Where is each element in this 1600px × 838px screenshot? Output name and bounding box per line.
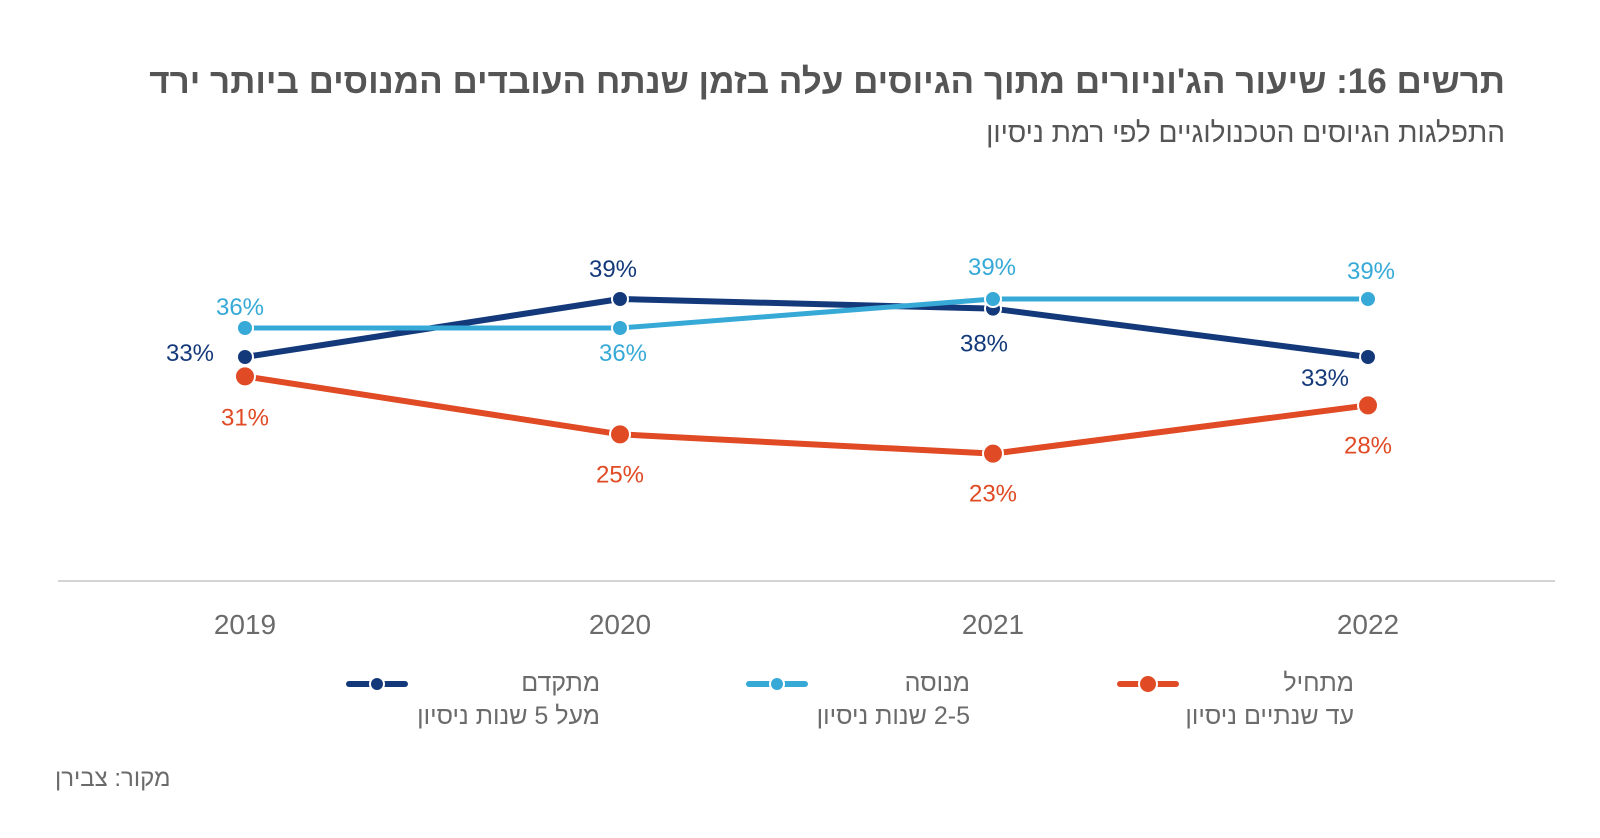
data-label-beginner: 25%	[596, 461, 644, 488]
legend-desc-beginner: עד שנתיים ניסיון	[1185, 702, 1354, 730]
data-point-experienced	[611, 319, 629, 337]
data-label-experienced: 39%	[968, 254, 1016, 281]
data-point-beginner	[982, 442, 1004, 465]
data-label-experienced: 36%	[599, 340, 647, 367]
data-point-advanced	[1359, 348, 1377, 366]
source-note: מקור: צבירן	[55, 765, 171, 792]
data-label-experienced: 36%	[216, 294, 264, 321]
legend-swatch-dot-experienced	[769, 676, 785, 692]
data-label-beginner: 31%	[221, 404, 269, 431]
legend-swatch-dot-advanced	[369, 676, 385, 692]
data-label-advanced: 39%	[589, 256, 637, 283]
data-label-advanced: 38%	[960, 331, 1008, 358]
x-tick-label: 2020	[589, 609, 651, 640]
legend-item-advanced: מתקדם מעל 5 שנות ניסיון	[417, 667, 600, 733]
data-point-beginner	[234, 365, 256, 388]
series-line-experienced	[242, 296, 1371, 331]
data-point-advanced	[611, 290, 629, 308]
legend-desc-experienced: 2-5 שנות ניסיון	[816, 702, 970, 730]
data-point-experienced	[984, 290, 1002, 308]
data-label-advanced: 33%	[166, 340, 214, 367]
legend-label-experienced: מנוסה	[904, 669, 970, 697]
chart-subtitle: התפלגות הגיוסים הטכנולוגיים לפי רמת ניסי…	[986, 117, 1505, 148]
data-label-experienced: 39%	[1347, 258, 1395, 285]
legend-swatch-dot-beginner	[1138, 674, 1158, 694]
series-line-beginner	[242, 373, 1371, 457]
data-label-beginner: 23%	[969, 481, 1017, 508]
data-label-beginner: 28%	[1344, 432, 1392, 459]
data-point-experienced	[1359, 290, 1377, 308]
chart-title: תרשים 16: שיעור הג'וניורים מתוך הגיוסים …	[149, 62, 1505, 101]
data-point-advanced	[236, 348, 254, 366]
x-tick-label: 2021	[962, 609, 1024, 640]
data-point-experienced	[236, 319, 254, 337]
legend-label-advanced: מתקדם	[521, 669, 600, 697]
data-point-beginner	[609, 423, 631, 446]
legend-label-beginner: מתחיל	[1283, 669, 1354, 697]
data-label-advanced: 33%	[1301, 365, 1349, 392]
legend-desc-advanced: מעל 5 שנות ניסיון	[417, 702, 600, 730]
data-point-beginner	[1357, 394, 1379, 417]
legend-item-experienced: מנוסה 2-5 שנות ניסיון	[817, 667, 970, 733]
x-tick-label: 2022	[1337, 609, 1399, 640]
x-tick-label: 2019	[214, 609, 276, 640]
legend-item-beginner: מתחיל עד שנתיים ניסיון	[1185, 667, 1354, 733]
